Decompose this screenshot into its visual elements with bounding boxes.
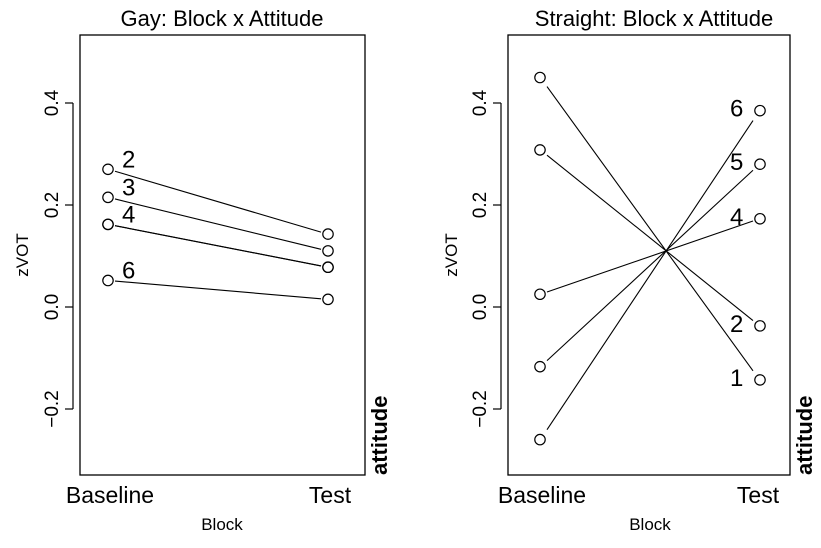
y-axis: −0.2 0.0 0.2 0.4 xyxy=(42,89,74,428)
data-point xyxy=(322,261,334,274)
data-point xyxy=(754,374,766,386)
x-tick-label: Test xyxy=(309,482,352,508)
y-tick-label: 0.4 xyxy=(42,89,63,116)
data-point xyxy=(534,288,546,301)
chart-panel-straight: Straight: Block x Attitude Block zVOT at… xyxy=(442,6,817,534)
plot-area-frame xyxy=(79,34,366,476)
y-tick-label: 0.2 xyxy=(42,192,63,218)
data-point xyxy=(534,360,546,373)
series-group: 234 6 xyxy=(102,146,334,306)
data-point xyxy=(322,245,334,257)
data-point xyxy=(102,191,114,204)
y-tick-label: −0.2 xyxy=(42,390,63,428)
series-label: 1 xyxy=(730,365,743,392)
y-axis: −0.2 0.0 0.2 0.4 xyxy=(470,89,502,428)
series-line xyxy=(114,198,322,250)
y-axis-title: zVOT xyxy=(442,233,461,276)
x-tick-label: Test xyxy=(737,482,780,508)
series-line xyxy=(546,169,754,361)
data-point xyxy=(754,158,766,170)
series-label: 6 xyxy=(730,96,743,123)
attitude-label: attitude xyxy=(792,396,817,475)
data-point xyxy=(754,320,766,332)
y-tick-label: 0.2 xyxy=(470,192,491,218)
data-point xyxy=(754,212,766,225)
series-label: 4 xyxy=(730,204,743,231)
data-point xyxy=(534,433,546,446)
series-label: 5 xyxy=(730,149,743,176)
chart-title: Gay: Block x Attitude xyxy=(121,6,324,31)
series-line xyxy=(114,225,322,267)
series-label: 2 xyxy=(730,311,743,338)
data-point xyxy=(534,71,546,84)
y-tick-label: 0.0 xyxy=(42,294,63,320)
series-line xyxy=(114,170,322,233)
series-line xyxy=(546,220,754,293)
x-axis: Baseline Test xyxy=(498,482,780,508)
series-label: 2 xyxy=(122,146,135,173)
data-point xyxy=(322,293,334,306)
series-label: 3 xyxy=(122,174,135,201)
y-axis-title: zVOT xyxy=(13,233,32,276)
x-axis-title: Block xyxy=(629,515,671,534)
data-point xyxy=(322,228,334,240)
x-axis-title: Block xyxy=(201,515,243,534)
data-point xyxy=(754,104,766,117)
series-label: 6 xyxy=(122,257,135,284)
series-line xyxy=(546,154,754,322)
series-line xyxy=(114,280,322,300)
attitude-label: attitude xyxy=(367,396,392,475)
series-label: 4 xyxy=(122,201,135,228)
plot-area-frame xyxy=(507,34,791,476)
y-tick-label: 0.4 xyxy=(470,89,491,116)
data-point xyxy=(102,163,114,176)
data-point xyxy=(102,274,114,287)
chart-title: Straight: Block x Attitude xyxy=(535,6,773,31)
x-axis: Baseline Test xyxy=(66,482,352,508)
y-tick-label: −0.2 xyxy=(470,390,491,428)
data-point xyxy=(102,218,114,231)
chart-panel-gay: Gay: Block x Attitude Block zVOT attitud… xyxy=(13,6,392,534)
series-line xyxy=(546,86,754,372)
data-point xyxy=(534,144,546,156)
y-tick-label: 0.0 xyxy=(470,294,491,320)
series-line xyxy=(546,120,754,431)
x-tick-label: Baseline xyxy=(498,482,586,508)
x-tick-label: Baseline xyxy=(66,482,154,508)
series-group: 1 2 4 5 6 xyxy=(534,71,766,446)
